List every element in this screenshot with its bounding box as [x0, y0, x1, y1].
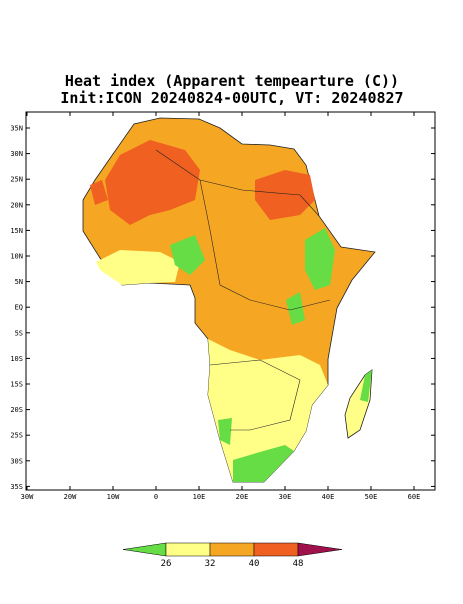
- lat-label: 20S: [10, 406, 23, 414]
- lat-label: 25N: [10, 176, 23, 184]
- lat-label: 35S: [10, 483, 23, 491]
- lon-label: 10E: [193, 493, 206, 501]
- lon-label: 10W: [107, 493, 120, 501]
- lon-label: 30E: [279, 493, 292, 501]
- lon-label: 30W: [21, 493, 34, 501]
- lat-label: 35N: [10, 125, 23, 133]
- red-zone: [90, 180, 108, 205]
- lon-label: 20E: [236, 493, 249, 501]
- map: [82, 117, 376, 483]
- lon-label: 60E: [408, 493, 421, 501]
- lat-label: 15S: [10, 381, 23, 389]
- yellow-zone: [96, 250, 180, 285]
- colorbar: 26 32 40 48: [122, 542, 343, 569]
- colorbar-end: [297, 542, 343, 557]
- lat-label: 10S: [10, 355, 23, 363]
- colorbar-label: 40: [249, 559, 260, 569]
- lat-label: EQ: [15, 304, 23, 312]
- ticks: 35N 30N 25N 20N 15N 10N 5N EQ 5S 10S 15S 20S 25S 30S 3…: [10, 112, 435, 501]
- colorbar-label: 48: [293, 559, 304, 569]
- lat-label: 25S: [10, 432, 23, 440]
- lat-label: 5N: [15, 278, 23, 286]
- lat-label: 30N: [10, 150, 23, 158]
- green-zone: [233, 445, 294, 482]
- colorbar-box: [209, 542, 255, 557]
- lon-label: 0: [154, 493, 158, 501]
- colorbar-box: [253, 542, 299, 557]
- lon-label: 20W: [64, 493, 77, 501]
- borders: [209, 359, 301, 431]
- lat-label: 15N: [10, 227, 23, 235]
- green-zone: [360, 370, 372, 402]
- green-zone: [305, 228, 335, 290]
- subtitle: Init:ICON 20240824-00UTC, VT: 20240827: [60, 89, 403, 107]
- lon-label: 40E: [322, 493, 335, 501]
- lon-label: 50E: [365, 493, 378, 501]
- red-zone: [105, 140, 200, 225]
- map-frame: [25, 111, 436, 491]
- borders: [199, 179, 331, 311]
- lat-label: 10N: [10, 253, 23, 261]
- green-zone: [170, 235, 205, 275]
- borders: [155, 149, 320, 217]
- green-zone: [218, 418, 232, 445]
- yellow-zone: [208, 339, 328, 482]
- colorbar-label: 26: [161, 559, 172, 569]
- lat-label: 20N: [10, 201, 23, 209]
- lat-label: 30S: [10, 457, 23, 465]
- colorbar-box: [165, 542, 211, 557]
- title: Heat index (Apparent tempearture (C)): [65, 72, 399, 90]
- lat-label: 5S: [15, 329, 23, 337]
- red-zone: [255, 170, 315, 220]
- colorbar-label: 32: [205, 559, 216, 569]
